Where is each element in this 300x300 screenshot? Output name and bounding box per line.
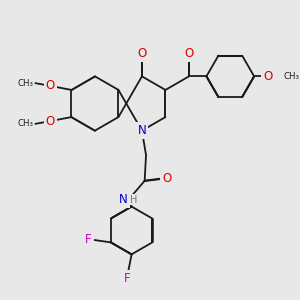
Text: O: O: [184, 47, 194, 60]
Text: O: O: [46, 80, 55, 92]
Text: CH₃: CH₃: [17, 119, 33, 128]
Text: F: F: [124, 272, 131, 285]
Text: N: N: [138, 124, 146, 137]
Text: N: N: [119, 193, 128, 206]
Text: O: O: [137, 47, 147, 60]
Text: O: O: [162, 172, 172, 184]
Text: H: H: [130, 195, 138, 205]
Text: CH₃: CH₃: [17, 79, 33, 88]
Text: O: O: [263, 70, 272, 83]
Text: CH₃: CH₃: [283, 72, 299, 81]
Text: O: O: [46, 115, 55, 128]
Text: F: F: [85, 233, 92, 246]
